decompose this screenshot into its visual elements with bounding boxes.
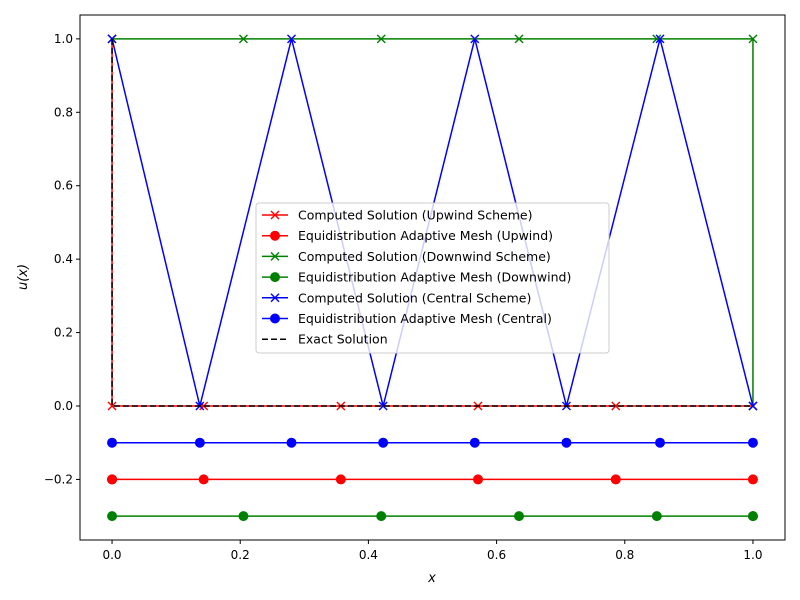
circle-marker <box>747 437 758 448</box>
legend-item: Computed Solution (Downwind Scheme) <box>262 249 551 264</box>
legend-label: Equidistribution Adaptive Mesh (Downwind… <box>298 270 571 285</box>
circle-marker <box>194 437 205 448</box>
circle-marker <box>270 230 280 241</box>
x-marker <box>748 34 758 44</box>
marker-stroke <box>378 401 388 411</box>
circle-marker <box>198 474 209 485</box>
circle-marker <box>107 511 118 522</box>
x-tick-label: 0.6 <box>487 548 506 562</box>
series-1 <box>107 474 758 485</box>
marker-stroke <box>470 34 480 44</box>
marker-stroke <box>199 401 209 411</box>
y-axis-label: u(x) <box>16 264 31 290</box>
circle-marker <box>514 511 525 522</box>
x-marker <box>514 34 524 44</box>
marker-stroke <box>270 293 280 303</box>
marker-stroke <box>748 34 758 44</box>
circle-marker <box>561 437 572 448</box>
y-tick-label: 0.4 <box>54 252 73 266</box>
circle-marker <box>655 437 666 448</box>
x-marker <box>270 251 280 261</box>
y-tick-label: 0.2 <box>54 326 73 340</box>
circle-marker <box>270 272 280 283</box>
circle-marker <box>270 313 280 324</box>
legend-label: Equidistribution Adaptive Mesh (Central) <box>298 311 552 326</box>
x-marker <box>270 293 280 303</box>
circle-marker <box>473 474 484 485</box>
marker-stroke <box>238 34 248 44</box>
plot-frame <box>79 14 786 541</box>
x-tick-label: 1.0 <box>743 548 762 562</box>
x-marker <box>287 34 296 44</box>
marker-stroke <box>270 210 280 220</box>
x-marker <box>611 401 621 411</box>
x-tick-label: 0.0 <box>102 548 121 562</box>
legend-label: Exact Solution <box>298 332 388 347</box>
circle-marker <box>610 474 621 485</box>
legend-item: Computed Solution (Upwind Scheme) <box>262 208 532 223</box>
marker-stroke <box>652 34 662 44</box>
circle-marker <box>469 437 480 448</box>
legend-item: Computed Solution (Central Scheme) <box>262 290 531 305</box>
x-tick-label: 0.4 <box>359 548 378 562</box>
series-layer <box>107 34 758 522</box>
x-marker <box>378 401 388 411</box>
x-marker <box>270 210 280 220</box>
legend-label: Computed Solution (Upwind Scheme) <box>298 208 532 223</box>
marker-stroke <box>514 34 524 44</box>
series-6 <box>111 38 753 407</box>
legend-label: Equidistribution Adaptive Mesh (Upwind) <box>298 228 553 243</box>
y-tick-label: −0.2 <box>44 472 73 486</box>
circle-marker <box>238 511 249 522</box>
y-tick-label: 0.6 <box>54 179 73 193</box>
marker-stroke <box>270 251 280 261</box>
y-tick-label: 0.0 <box>54 399 73 413</box>
circle-marker <box>335 474 346 485</box>
circle-marker <box>107 437 118 448</box>
x-marker <box>748 401 758 411</box>
marker-stroke <box>611 401 621 411</box>
circle-marker <box>747 474 758 485</box>
axes-layer: 0.0 0.2 0.4 0.6 0.8 1.0 −0.2 0.0 0.2 0.4 0.6 0.8 1.0 <box>44 32 763 562</box>
marker-stroke <box>655 34 665 44</box>
circle-marker <box>286 437 297 448</box>
marker-stroke <box>107 401 117 411</box>
x-marker <box>655 34 665 44</box>
x-marker <box>376 34 386 44</box>
x-tick-label: 0.2 <box>231 548 250 562</box>
x-tick-label: 0.8 <box>615 548 634 562</box>
marker-stroke <box>748 401 758 411</box>
circle-marker <box>107 474 118 485</box>
circle-marker <box>747 511 758 522</box>
legend: Computed Solution (Upwind Scheme) Equidis… <box>255 202 610 354</box>
circle-marker <box>651 511 662 522</box>
x-marker <box>107 401 117 411</box>
circle-marker <box>376 511 387 522</box>
marker-stroke <box>287 34 296 44</box>
legend-item: Equidistribution Adaptive Mesh (Central) <box>262 311 552 326</box>
series-line <box>111 38 753 407</box>
y-tick-label: 0.8 <box>54 105 73 119</box>
circle-marker <box>378 437 389 448</box>
legend-label: Computed Solution (Central Scheme) <box>298 290 531 305</box>
legend-frame <box>255 202 610 354</box>
legend-item: Equidistribution Adaptive Mesh (Upwind) <box>262 228 553 243</box>
legend-label: Computed Solution (Downwind Scheme) <box>298 249 551 264</box>
x-axis-label: x <box>427 571 436 586</box>
marker-stroke <box>376 34 386 44</box>
legend-item: Exact Solution <box>262 332 388 347</box>
series-3 <box>107 511 758 522</box>
x-marker <box>238 34 248 44</box>
y-tick-label: 1.0 <box>54 32 73 46</box>
legend-item: Equidistribution Adaptive Mesh (Downwind… <box>262 270 571 285</box>
series-5 <box>107 437 758 448</box>
x-marker <box>470 34 480 44</box>
